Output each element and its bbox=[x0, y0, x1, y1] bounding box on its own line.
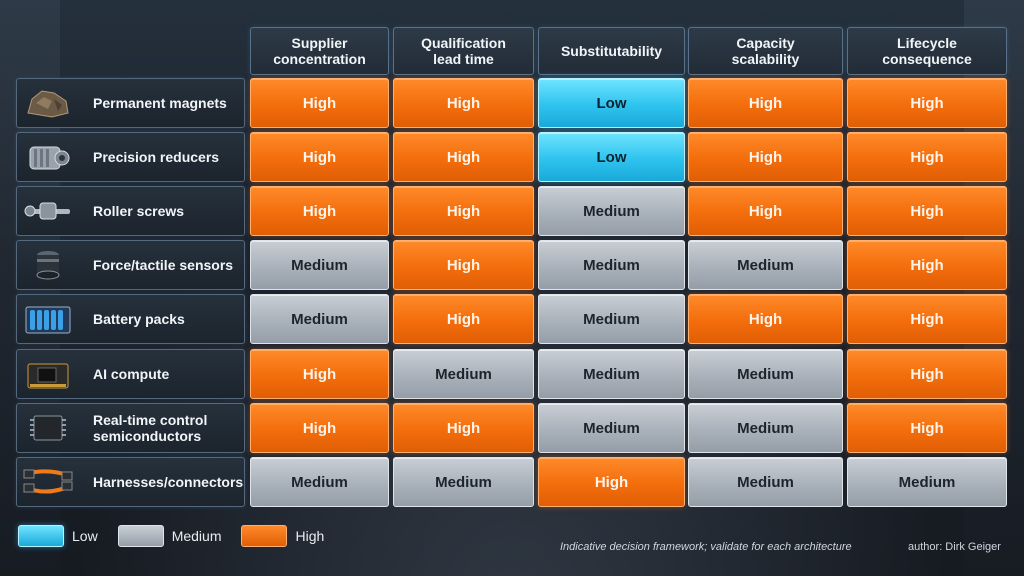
row-label-permanent-magnets: Permanent magnets bbox=[16, 78, 245, 128]
rating-cell-real-time-control-semiconductors-4: Medium bbox=[688, 403, 843, 453]
roller-screw-icon bbox=[17, 187, 79, 235]
rating-cell-harnesses-connectors-4: Medium bbox=[688, 457, 843, 507]
rating-cell-permanent-magnets-5: High bbox=[847, 78, 1007, 128]
row-label-text: Roller screws bbox=[93, 203, 185, 219]
rating-cell-battery-packs-1: Medium bbox=[250, 294, 389, 344]
rating-cell-roller-screws-3: Medium bbox=[538, 186, 685, 236]
rating-cell-real-time-control-semiconductors-3: Medium bbox=[538, 403, 685, 453]
row-label-force-tactile-sensors: Force/tactile sensors bbox=[16, 240, 245, 290]
legend-item-low: Low bbox=[18, 525, 98, 547]
footer-note: Indicative decision framework; validate … bbox=[560, 541, 852, 553]
row-label-text: Harnesses/connectors bbox=[93, 474, 244, 490]
column-header-lifecycle-consequence: Lifecycle consequence bbox=[847, 27, 1007, 75]
rating-cell-harnesses-connectors-1: Medium bbox=[250, 457, 389, 507]
rating-cell-force-tactile-sensors-3: Medium bbox=[538, 240, 685, 290]
rare-earth-rock-icon bbox=[17, 79, 79, 127]
rating-cell-roller-screws-5: High bbox=[847, 186, 1007, 236]
rating-cell-harnesses-connectors-5: Medium bbox=[847, 457, 1007, 507]
microchip-icon bbox=[17, 404, 79, 452]
rating-cell-permanent-magnets-3: Low bbox=[538, 78, 685, 128]
rating-cell-ai-compute-5: High bbox=[847, 349, 1007, 399]
compute-module-icon bbox=[17, 350, 79, 398]
column-header-substitutability: Substitutability bbox=[538, 27, 685, 75]
column-header-supplier-concentration: Supplier concentration bbox=[250, 27, 389, 75]
row-label-text: Permanent magnets bbox=[93, 95, 227, 111]
legend-label: Medium bbox=[171, 528, 222, 544]
rating-cell-precision-reducers-1: High bbox=[250, 132, 389, 182]
rating-cell-ai-compute-4: Medium bbox=[688, 349, 843, 399]
rating-cell-real-time-control-semiconductors-5: High bbox=[847, 403, 1007, 453]
rating-cell-force-tactile-sensors-2: High bbox=[393, 240, 534, 290]
force-sensor-icon bbox=[17, 241, 79, 289]
rating-cell-permanent-magnets-1: High bbox=[250, 78, 389, 128]
rating-cell-battery-packs-4: High bbox=[688, 294, 843, 344]
legend-label: High bbox=[295, 528, 325, 544]
legend-item-medium: Medium bbox=[117, 525, 222, 547]
rating-cell-precision-reducers-4: High bbox=[688, 132, 843, 182]
rating-cell-precision-reducers-2: High bbox=[393, 132, 534, 182]
rating-cell-precision-reducers-3: Low bbox=[538, 132, 685, 182]
rating-cell-permanent-magnets-4: High bbox=[688, 78, 843, 128]
row-label-text: Real-time control semiconductors bbox=[93, 412, 208, 444]
rating-cell-roller-screws-4: High bbox=[688, 186, 843, 236]
row-label-text: Force/tactile sensors bbox=[93, 257, 234, 273]
battery-pack-icon bbox=[17, 295, 79, 343]
rating-cell-precision-reducers-5: High bbox=[847, 132, 1007, 182]
rating-cell-harnesses-connectors-3: High bbox=[538, 457, 685, 507]
rating-cell-roller-screws-1: High bbox=[250, 186, 389, 236]
legend-swatch-high bbox=[241, 525, 288, 547]
row-label-precision-reducers: Precision reducers bbox=[16, 132, 245, 182]
row-label-text: AI compute bbox=[93, 366, 170, 382]
rating-cell-battery-packs-5: High bbox=[847, 294, 1007, 344]
rating-cell-force-tactile-sensors-4: Medium bbox=[688, 240, 843, 290]
connector-harness-icon bbox=[17, 458, 79, 506]
rating-cell-ai-compute-3: Medium bbox=[538, 349, 685, 399]
gear-reducer-icon bbox=[17, 133, 79, 181]
rating-cell-real-time-control-semiconductors-2: High bbox=[393, 403, 534, 453]
rating-cell-force-tactile-sensors-1: Medium bbox=[250, 240, 389, 290]
rating-cell-ai-compute-1: High bbox=[250, 349, 389, 399]
rating-cell-roller-screws-2: High bbox=[393, 186, 534, 236]
legend-swatch-medium bbox=[117, 525, 164, 547]
author-credit: author: Dirk Geiger bbox=[908, 541, 1001, 553]
row-label-harnesses-connectors: Harnesses/connectors bbox=[16, 457, 245, 507]
rating-cell-ai-compute-2: Medium bbox=[393, 349, 534, 399]
column-header-qualification-lead-time: Qualification lead time bbox=[393, 27, 534, 75]
rating-cell-harnesses-connectors-2: Medium bbox=[393, 457, 534, 507]
legend-item-high: High bbox=[241, 525, 324, 547]
rating-cell-permanent-magnets-2: High bbox=[393, 78, 534, 128]
rating-cell-battery-packs-2: High bbox=[393, 294, 534, 344]
row-label-battery-packs: Battery packs bbox=[16, 294, 245, 344]
rating-cell-force-tactile-sensors-5: High bbox=[847, 240, 1007, 290]
column-header-capacity-scalability: Capacity scalability bbox=[688, 27, 843, 75]
legend-swatch-low bbox=[18, 525, 64, 547]
row-label-ai-compute: AI compute bbox=[16, 349, 245, 399]
row-label-real-time-control-semiconductors: Real-time control semiconductors bbox=[16, 403, 245, 453]
row-label-roller-screws: Roller screws bbox=[16, 186, 245, 236]
rating-cell-battery-packs-3: Medium bbox=[538, 294, 685, 344]
legend: Low Medium High bbox=[18, 523, 344, 549]
legend-label: Low bbox=[72, 528, 98, 544]
rating-cell-real-time-control-semiconductors-1: High bbox=[250, 403, 389, 453]
row-label-text: Precision reducers bbox=[93, 149, 220, 165]
row-label-text: Battery packs bbox=[93, 311, 185, 327]
